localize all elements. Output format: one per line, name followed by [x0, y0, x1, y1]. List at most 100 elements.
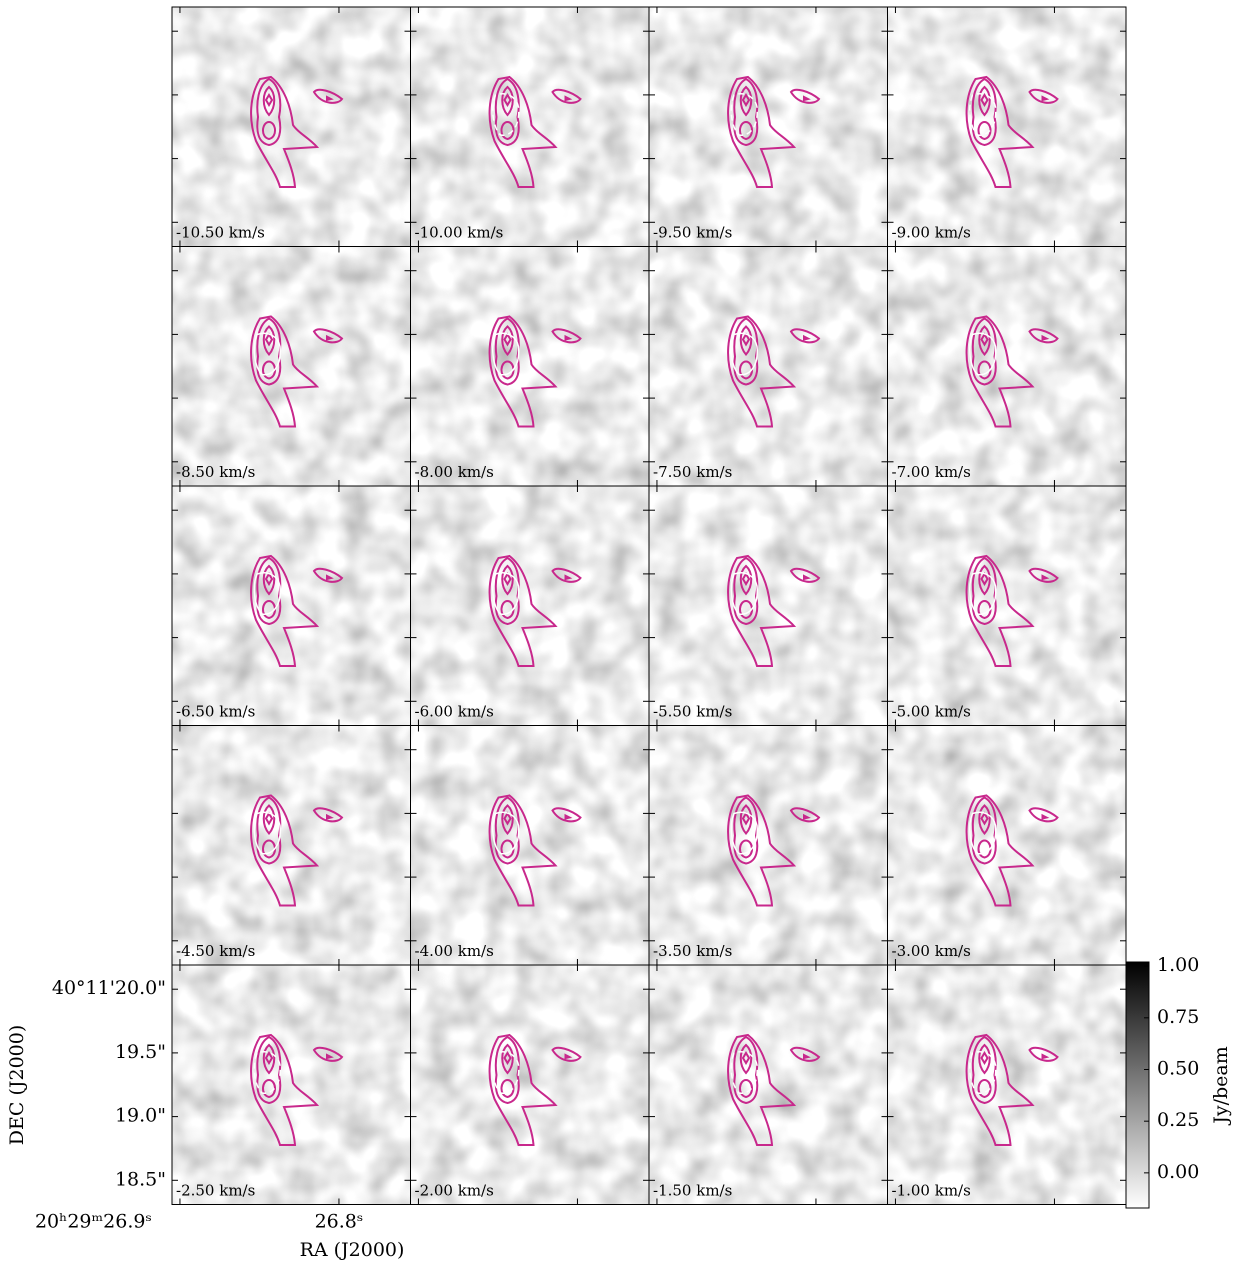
contour — [727, 1033, 797, 1146]
contour-emission — [492, 572, 520, 615]
contour — [977, 120, 992, 141]
contour — [500, 599, 515, 620]
contour — [551, 567, 582, 583]
contour — [494, 77, 520, 147]
contours — [727, 794, 821, 907]
contour — [803, 813, 811, 820]
velocity-label: -9.50 km/s — [653, 224, 732, 242]
contour — [980, 572, 989, 586]
velocity-label: -3.50 km/s — [653, 942, 732, 960]
contour — [727, 75, 797, 188]
contour — [741, 332, 751, 347]
panel-image — [649, 486, 888, 726]
contour — [965, 554, 1035, 667]
contour — [312, 328, 344, 344]
y-axis-label: DEC (J2000) — [6, 1025, 28, 1145]
panel-image — [410, 486, 649, 726]
contour — [977, 599, 992, 620]
contour — [500, 1078, 515, 1099]
colorbar — [1125, 961, 1150, 1209]
contour — [564, 574, 573, 581]
contour — [250, 554, 320, 667]
velocity-label: -6.50 km/s — [176, 703, 255, 721]
panel: -2.50 km/s — [171, 964, 411, 1205]
contour — [326, 813, 334, 820]
contour-emission — [730, 1051, 758, 1094]
velocity-label: -8.50 km/s — [176, 463, 255, 481]
x-axis-label: RA (J2000) — [300, 1239, 405, 1261]
contour — [256, 796, 282, 865]
contour — [741, 811, 751, 826]
contour-emission — [730, 332, 758, 376]
velocity-label: -4.00 km/s — [415, 942, 494, 960]
contour — [256, 1035, 282, 1105]
contour-emission — [492, 1051, 520, 1094]
contour — [256, 317, 282, 386]
contour — [564, 95, 573, 102]
contour — [739, 839, 753, 859]
contour — [971, 1035, 997, 1105]
contour — [741, 93, 751, 107]
contour — [789, 807, 821, 823]
contour-emission — [253, 1051, 281, 1094]
contour — [741, 1051, 751, 1065]
contour — [551, 328, 582, 344]
contour — [500, 839, 515, 859]
contour — [733, 317, 759, 386]
panel: -6.50 km/s — [171, 485, 411, 726]
panel-image — [172, 965, 411, 1205]
colorbar-tick-label: 0.50 — [1157, 1057, 1199, 1079]
contour — [1028, 88, 1059, 104]
contour-emission — [253, 572, 281, 615]
contours — [727, 315, 821, 428]
contour — [262, 85, 276, 117]
panel-image — [649, 725, 888, 965]
contour — [503, 332, 512, 347]
panel-image — [410, 725, 649, 965]
contour-emission — [253, 332, 281, 376]
contour — [803, 1053, 811, 1060]
velocity-label: -6.00 km/s — [415, 703, 494, 721]
panel-image — [887, 486, 1126, 726]
contour — [488, 794, 558, 907]
panel: -10.00 km/s — [410, 6, 650, 247]
contour — [503, 811, 512, 826]
contour — [326, 334, 334, 341]
contour — [326, 574, 334, 581]
panel-image — [172, 486, 411, 726]
contour — [727, 794, 797, 907]
contour — [1028, 567, 1059, 583]
contour — [488, 75, 558, 188]
contour — [312, 567, 344, 583]
contour — [488, 315, 558, 428]
contour — [262, 839, 276, 859]
colorbar-tick-label: 1.00 — [1157, 954, 1199, 976]
panel-image — [887, 246, 1126, 486]
contour — [256, 77, 282, 147]
velocity-label: -2.00 km/s — [415, 1182, 494, 1200]
panel: -5.50 km/s — [648, 485, 888, 726]
velocity-label: -10.00 km/s — [415, 224, 504, 242]
contour — [789, 88, 821, 104]
velocity-label: -7.00 km/s — [892, 463, 971, 481]
panel: -3.50 km/s — [648, 725, 888, 966]
velocity-label: -5.50 km/s — [653, 703, 732, 721]
contour — [971, 77, 997, 147]
panel-image — [649, 7, 888, 247]
contour — [503, 572, 512, 586]
contour — [256, 556, 282, 626]
panel-image — [172, 7, 411, 247]
contour — [503, 93, 512, 107]
panel-image — [649, 965, 888, 1205]
contour-emission — [969, 572, 997, 615]
panel: -8.50 km/s — [171, 246, 411, 487]
y-tick-label: 19.5" — [115, 1041, 166, 1063]
contour — [965, 1033, 1035, 1146]
contour — [789, 328, 821, 344]
panel-image — [410, 246, 649, 486]
contours — [965, 554, 1059, 667]
contour — [312, 807, 344, 823]
contour — [980, 1051, 989, 1065]
contours — [488, 75, 582, 188]
contour — [789, 567, 821, 583]
